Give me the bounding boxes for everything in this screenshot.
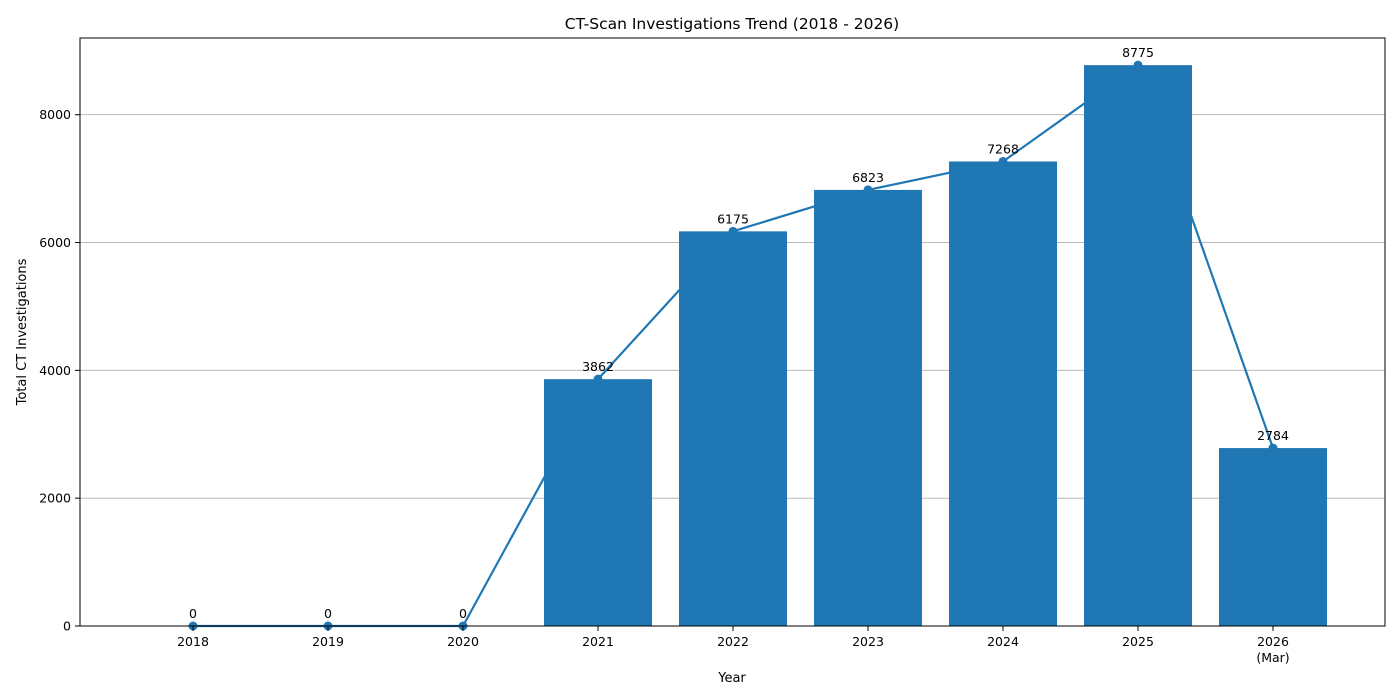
y-tick-label: 0 <box>63 619 71 634</box>
x-tick-label: 2023 <box>852 634 884 649</box>
x-tick-label: 2021 <box>582 634 614 649</box>
y-axis-label: Total CT Investigations <box>15 258 30 406</box>
line-marker <box>593 374 603 384</box>
data-label: 7268 <box>987 141 1019 156</box>
y-tick-label: 2000 <box>39 491 71 506</box>
chart-title: CT-Scan Investigations Trend (2018 - 202… <box>565 15 899 33</box>
line-marker <box>728 226 738 236</box>
line-marker <box>998 156 1008 166</box>
y-tick-label: 4000 <box>39 363 71 378</box>
data-label: 0 <box>324 606 332 621</box>
x-tick-label: 2024 <box>987 634 1019 649</box>
bar <box>949 161 1057 627</box>
bar <box>1219 448 1327 626</box>
x-tick-label: 2026 (Mar) <box>1256 634 1289 665</box>
x-tick-label: 2025 <box>1122 634 1154 649</box>
line-marker <box>1268 443 1278 453</box>
data-labels-layer: 0 0 0 3862 6175 6823 7268 8775 2784 <box>189 45 1289 621</box>
x-tick-label: 2020 <box>447 634 479 649</box>
data-label: 8775 <box>1122 45 1154 60</box>
data-label: 0 <box>459 606 467 621</box>
line-marker <box>863 185 873 195</box>
y-tick-label: 6000 <box>39 235 71 250</box>
y-tick-label: 8000 <box>39 107 71 122</box>
data-label: 0 <box>189 606 197 621</box>
data-label: 3862 <box>582 359 614 374</box>
bars-layer <box>544 65 1327 627</box>
x-tick-label: 2022 <box>717 634 749 649</box>
line-marker <box>1133 60 1143 70</box>
x-axis-label: Year <box>717 671 746 686</box>
bar <box>679 231 787 626</box>
data-label: 2784 <box>1257 428 1289 443</box>
bar <box>1084 65 1192 627</box>
axes-layer: 0 2000 4000 6000 8000 2018 2019 2020 2021 2022 202… <box>39 37 1386 665</box>
x-tick-label: 2019 <box>312 634 344 649</box>
data-label: 6175 <box>717 211 749 226</box>
x-tick-label: 2018 <box>177 634 209 649</box>
bar <box>544 379 652 626</box>
bar <box>814 189 922 626</box>
data-label: 6823 <box>852 170 884 185</box>
